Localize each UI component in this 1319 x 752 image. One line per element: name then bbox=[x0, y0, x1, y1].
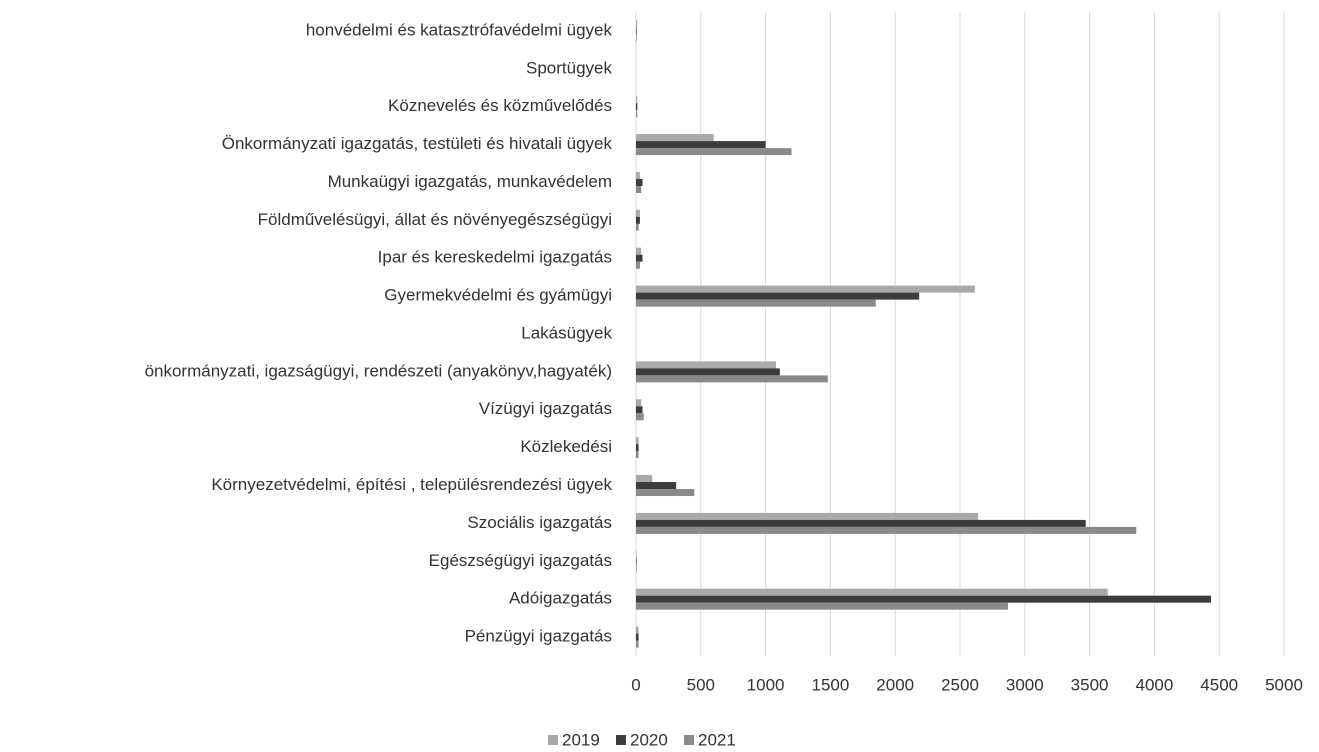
x-tick-label: 4000 bbox=[1135, 675, 1173, 694]
bar bbox=[636, 148, 792, 156]
bar bbox=[636, 134, 714, 142]
bar bbox=[636, 361, 776, 369]
bar bbox=[636, 178, 643, 186]
bar bbox=[636, 103, 638, 111]
bar bbox=[636, 368, 780, 376]
bar bbox=[636, 519, 1086, 527]
y-tick-label: Környezetvédelmi, építési , településren… bbox=[211, 475, 612, 494]
bar bbox=[636, 512, 979, 520]
x-tick-label: 5000 bbox=[1265, 675, 1303, 694]
bar bbox=[636, 285, 975, 293]
bar bbox=[636, 216, 640, 224]
x-tick-label: 4500 bbox=[1200, 675, 1238, 694]
y-tick-label: Ipar és kereskedelmi igazgatás bbox=[378, 248, 612, 267]
bar bbox=[636, 299, 876, 307]
x-tick-label: 3500 bbox=[1071, 675, 1109, 694]
bar bbox=[636, 375, 828, 383]
x-tick-label: 3000 bbox=[1006, 675, 1044, 694]
y-tick-label: Gyermekvédelmi és gyámügyi bbox=[384, 286, 612, 305]
bar bbox=[636, 261, 640, 269]
bar bbox=[636, 437, 639, 445]
bar bbox=[636, 633, 639, 641]
bar bbox=[636, 451, 639, 459]
bar bbox=[636, 20, 638, 28]
x-tick-label: 2000 bbox=[876, 675, 914, 694]
bar bbox=[636, 526, 1137, 534]
legend-label: 2020 bbox=[630, 730, 668, 749]
bar bbox=[636, 588, 1108, 596]
legend-swatch bbox=[684, 735, 694, 745]
y-tick-label: Vízügyi igazgatás bbox=[479, 399, 612, 418]
bar bbox=[636, 564, 637, 572]
bar bbox=[636, 482, 677, 490]
bar bbox=[636, 247, 642, 255]
bar bbox=[636, 550, 637, 558]
bar bbox=[636, 602, 1008, 610]
y-tick-label: Földművelésügyi, állat és növényegészség… bbox=[258, 210, 612, 229]
x-tick-label: 500 bbox=[687, 675, 715, 694]
x-tick-label: 1000 bbox=[747, 675, 785, 694]
bar bbox=[636, 209, 640, 217]
y-tick-label: Szociális igazgatás bbox=[467, 513, 612, 532]
bar bbox=[636, 595, 1212, 603]
legend-swatch bbox=[548, 735, 558, 745]
legend-label: 2021 bbox=[698, 730, 736, 749]
bar bbox=[636, 399, 642, 407]
y-tick-label: Köznevelés és közművelődés bbox=[388, 96, 612, 115]
bar bbox=[636, 640, 639, 648]
bar bbox=[636, 626, 639, 634]
y-tick-label: Munkaügyi igazgatás, munkavédelem bbox=[328, 172, 612, 191]
y-tick-label: Egészségügyi igazgatás bbox=[429, 551, 612, 570]
legend-label: 2019 bbox=[562, 730, 600, 749]
bar bbox=[636, 489, 695, 497]
y-tick-label: Adóigazgatás bbox=[509, 589, 612, 608]
bar bbox=[636, 413, 644, 421]
bar bbox=[636, 141, 766, 149]
y-tick-label: Közlekedési bbox=[520, 437, 612, 456]
x-tick-label: 0 bbox=[631, 675, 640, 694]
bar bbox=[636, 475, 653, 483]
bar bbox=[636, 110, 638, 118]
y-tick-label: Pénzügyi igazgatás bbox=[465, 627, 612, 646]
bar bbox=[636, 171, 640, 179]
bar bbox=[636, 557, 637, 565]
y-tick-label: Önkormányzati igazgatás, testületi és hi… bbox=[222, 134, 613, 153]
bar bbox=[636, 96, 638, 104]
bar bbox=[636, 34, 637, 42]
y-tick-label: Lakásügyek bbox=[521, 323, 612, 342]
bar bbox=[636, 223, 639, 231]
bar bbox=[636, 254, 643, 262]
y-tick-label: Sportügyek bbox=[526, 58, 612, 77]
bar bbox=[636, 444, 639, 452]
x-tick-label: 2500 bbox=[941, 675, 979, 694]
y-tick-label: önkormányzati, igazságügyi, rendészeti (… bbox=[145, 361, 612, 380]
bar bbox=[636, 27, 637, 35]
bar bbox=[636, 292, 920, 300]
bar bbox=[636, 406, 643, 414]
legend-swatch bbox=[616, 735, 626, 745]
y-tick-label: honvédelmi és katasztrófavédelmi ügyek bbox=[306, 20, 613, 39]
bar bbox=[636, 185, 642, 193]
x-tick-label: 1500 bbox=[811, 675, 849, 694]
